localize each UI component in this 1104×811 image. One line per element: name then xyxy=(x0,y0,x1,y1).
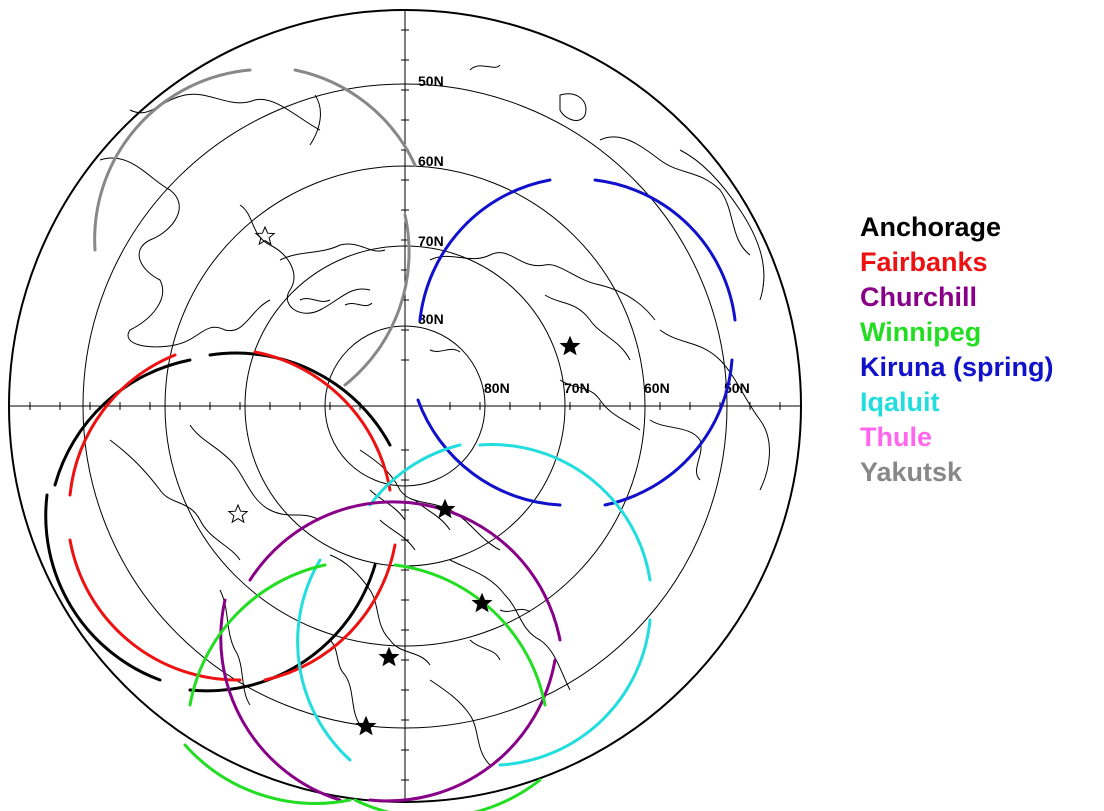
legend: Anchorage Fairbanks Churchill Winnipeg K… xyxy=(860,210,1054,490)
lat-label-50: 50N xyxy=(418,73,444,89)
meridian-label-60: 60N xyxy=(644,380,670,396)
meridian-label-80: 80N xyxy=(484,380,510,396)
station-markers xyxy=(227,225,581,736)
coastlines xyxy=(99,64,770,766)
star-icon xyxy=(434,498,456,519)
legend-item-winnipeg: Winnipeg xyxy=(860,317,982,347)
coverage-arc-kiruna xyxy=(416,178,737,507)
coverage-arc-winnipeg xyxy=(183,563,547,811)
legend-item-fairbanks: Fairbanks xyxy=(860,247,988,277)
meridian-axes xyxy=(9,10,801,802)
legend-item-kiruna: Kiruna (spring) xyxy=(860,352,1054,382)
coverage-arc-yakutsk xyxy=(93,68,417,387)
meridian-label-50: 50N xyxy=(724,380,750,396)
legend-item-thule: Thule xyxy=(860,422,932,452)
star-icon xyxy=(227,503,249,524)
legend-item-churchill: Churchill xyxy=(860,282,978,312)
star-icon xyxy=(559,335,581,356)
star-icon xyxy=(254,225,276,246)
coverage-arcs xyxy=(44,68,737,811)
lat-label-70: 70N xyxy=(418,233,444,249)
lat-label-60: 60N xyxy=(418,153,444,169)
lat-label-80: 80N xyxy=(418,311,444,327)
legend-item-iqaluit: Iqaluit xyxy=(860,387,940,417)
star-icon xyxy=(471,592,493,613)
star-icon xyxy=(378,646,400,667)
meridian-label-70: 70N xyxy=(564,380,590,396)
star-icon xyxy=(355,715,377,736)
coverage-arc-iqaluit xyxy=(296,443,652,767)
legend-item-anchorage: Anchorage xyxy=(860,212,1002,242)
coverage-arc-anchorage xyxy=(44,351,392,693)
legend-item-yakutsk: Yakutsk xyxy=(860,457,963,487)
coverage-arc-fairbanks xyxy=(68,350,397,682)
